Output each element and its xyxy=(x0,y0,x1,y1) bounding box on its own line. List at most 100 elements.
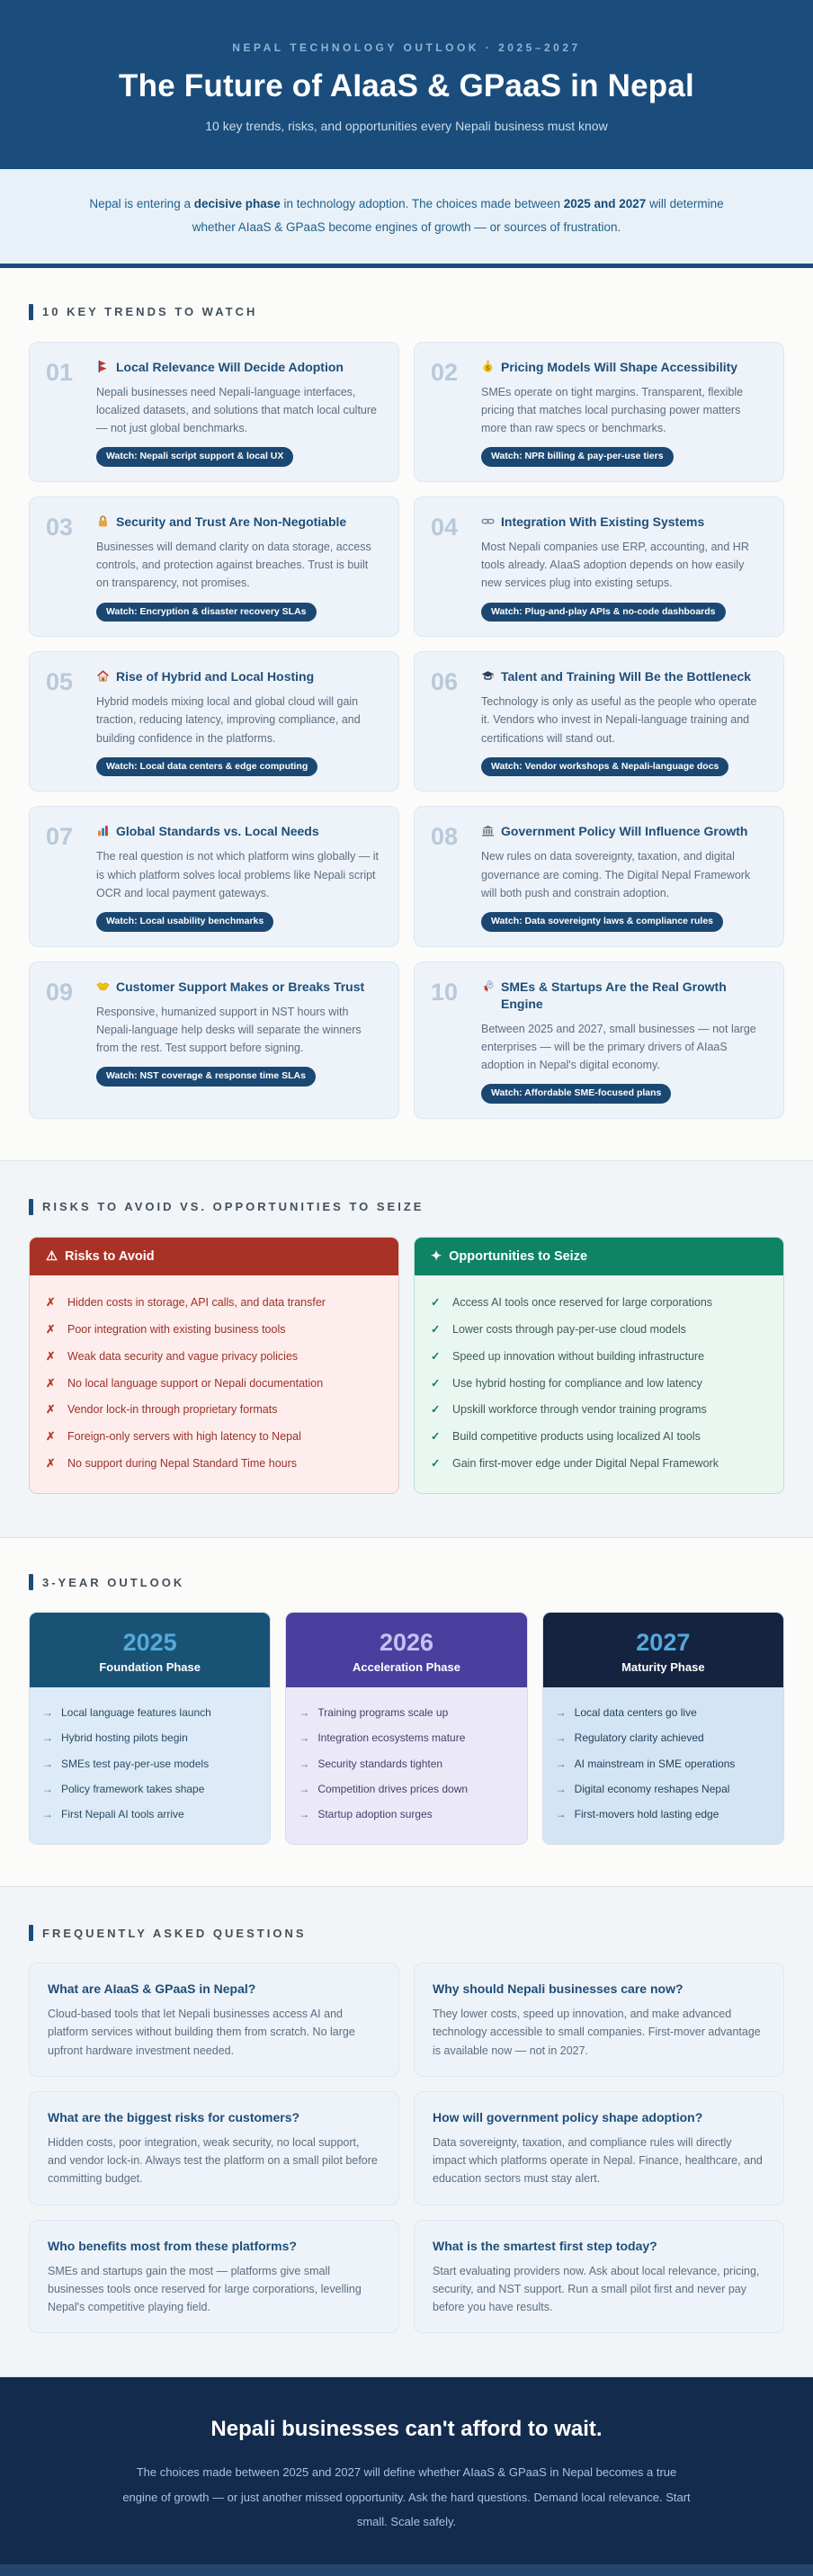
phase-items: → Local language features launch → Hybrid … xyxy=(30,1687,271,1845)
outlook-item: → Hybrid hosting pilots begin xyxy=(42,1726,257,1751)
risks-opportunities-section: RISKS TO AVOID VS. OPPORTUNITIES TO SEIZ… xyxy=(0,1159,813,1539)
outlook-item: → First-movers hold lasting edge xyxy=(556,1802,771,1828)
section-accent-bar xyxy=(29,1198,33,1215)
opportunity-text: Lower costs through pay-per-use cloud mo… xyxy=(452,1323,686,1337)
cross-icon: ✗ xyxy=(46,1403,56,1417)
trend-watch-badge: Watch: Encryption & disaster recovery SL… xyxy=(96,602,317,622)
trend-number: 10 xyxy=(431,978,459,1006)
trend-description: Between 2025 and 2027, small businesses … xyxy=(481,1022,756,1072)
svg-text:$: $ xyxy=(487,365,490,371)
outlook-section-header: 3-YEAR OUTLOOK xyxy=(29,1574,784,1591)
arrow-icon: → xyxy=(42,1731,53,1745)
outlook-item: → Integration ecosystems mature xyxy=(299,1726,514,1751)
phase-header: 2026 Acceleration Phase xyxy=(286,1613,527,1688)
intro-paragraph: Nepal is entering a decisive phase in te… xyxy=(81,192,732,240)
intro-text: will determine whether AIaaS & GPaaS bec… xyxy=(192,197,724,235)
cross-icon: ✗ xyxy=(46,1296,56,1310)
outlook-item: → SMEs test pay-per-use models xyxy=(42,1751,257,1776)
trend-card: 08 Government Policy Will Influence Grow… xyxy=(414,806,784,947)
outlook-text: Integration ecosystems mature xyxy=(317,1731,466,1745)
arrow-icon: → xyxy=(555,1808,567,1821)
eyebrow-text: NEPAL TECHNOLOGY OUTLOOK · 2025–2027 xyxy=(232,41,581,54)
lock-icon xyxy=(96,514,110,528)
opportunity-text: Access AI tools once reserved for large … xyxy=(452,1296,713,1310)
footer-bottom-strip xyxy=(0,2564,813,2576)
rocket-icon xyxy=(481,979,495,993)
trend-title: Global Standards vs. Local Needs xyxy=(116,824,319,839)
page-subtitle: 10 key trends, risks, and opportunities … xyxy=(205,119,608,133)
phase-items: → Local data centers go live → Regulatory … xyxy=(542,1687,783,1845)
risk-item: ✗ No support during Nepal Standard Time h… xyxy=(46,1450,382,1477)
money-bag-icon: $ xyxy=(481,359,495,373)
trend-title: Pricing Models Will Shape Accessibility xyxy=(501,359,738,374)
faq-question: What are AIaaS & GPaaS in Nepal? xyxy=(48,1981,256,1997)
trend-description: Technology is only as useful as the peop… xyxy=(481,695,757,745)
risk-item: ✗ Weak data security and vague privacy po… xyxy=(46,1343,382,1370)
outlook-text: First Nepali AI tools arrive xyxy=(61,1808,184,1821)
outlook-item: → Local data centers go live xyxy=(556,1700,771,1725)
faq-question: Who benefits most from these platforms? xyxy=(48,2238,297,2253)
outlook-item: → Regulatory clarity achieved xyxy=(556,1726,771,1751)
arrow-icon: → xyxy=(299,1731,310,1745)
section-title: RISKS TO AVOID VS. OPPORTUNITIES TO SEIZ… xyxy=(42,1200,424,1214)
trend-title: Integration With Existing Systems xyxy=(501,514,705,529)
faq-question: Why should Nepali businesses care now? xyxy=(433,1981,683,1997)
trend-title: Government Policy Will Influence Growth xyxy=(501,824,748,839)
trend-number: 06 xyxy=(431,668,459,696)
arrow-icon: → xyxy=(555,1782,567,1795)
trend-number: 01 xyxy=(46,358,74,386)
trend-description: New rules on data sovereignty, taxation,… xyxy=(481,850,751,899)
trends-grid: 01 Local Relevance Will Decide Adoption … xyxy=(29,341,784,1119)
trend-description: Hybrid models mixing local and global cl… xyxy=(96,695,361,745)
phase-label: Foundation Phase xyxy=(99,1660,201,1675)
arrow-icon: → xyxy=(555,1757,567,1770)
trend-watch-badge: Watch: NST coverage & response time SLAs xyxy=(96,1067,316,1087)
faq-card: Who benefits most from these platforms? … xyxy=(29,2219,399,2334)
outlook-section: 3-YEAR OUTLOOK 2025 Foundation Phase → Lo… xyxy=(29,1538,784,1886)
risk-item: ✗ Poor integration with existing business… xyxy=(46,1317,382,1344)
faq-question: What is the smartest first step today? xyxy=(433,2238,657,2253)
trend-card: 07 Global Standards vs. Local Needs The … xyxy=(29,806,399,947)
trend-watch-badge: Watch: Local data centers & edge computi… xyxy=(96,756,318,777)
opportunities-panel-header: ✦ Opportunities to Seize xyxy=(415,1237,783,1275)
arrow-icon: → xyxy=(299,1808,310,1821)
risk-text: No support during Nepal Standard Time ho… xyxy=(67,1456,298,1470)
trend-card: 03 Security and Trust Are Non-Negotiable… xyxy=(29,496,399,638)
arrow-icon: → xyxy=(299,1757,310,1770)
trend-watch-badge: Watch: Local usability benchmarks xyxy=(96,912,274,932)
outlook-text: Regulatory clarity achieved xyxy=(574,1731,704,1745)
outlook-text: Security standards tighten xyxy=(317,1757,443,1770)
outlook-text: SMEs test pay-per-use models xyxy=(61,1757,210,1770)
section-title: 10 KEY TRENDS TO WATCH xyxy=(42,305,258,319)
risk-item: ✗ Foreign-only servers with high latency … xyxy=(46,1424,382,1451)
nepal-flag-icon xyxy=(96,359,110,373)
faq-question: What are the biggest risks for customers… xyxy=(48,2109,300,2124)
arrow-icon: → xyxy=(42,1757,53,1770)
phase-card-2026: 2026 Acceleration Phase → Training progra… xyxy=(285,1612,528,1846)
trend-number: 03 xyxy=(46,513,74,541)
opportunities-panel-title: Opportunities to Seize xyxy=(449,1248,588,1264)
section-title: FREQUENTLY ASKED QUESTIONS xyxy=(42,1926,307,1940)
opportunity-item: ✓ Access AI tools once reserved for large… xyxy=(431,1290,767,1317)
phase-card-2025: 2025 Foundation Phase → Local language fe… xyxy=(29,1612,272,1846)
link-icon xyxy=(481,514,495,528)
outlook-text: Startup adoption surges xyxy=(317,1808,433,1821)
trend-watch-badge: Watch: NPR billing & pay-per-use tiers xyxy=(481,447,674,467)
trend-card: 10 SMEs & Startups Are the Real Growth E… xyxy=(414,961,784,1119)
outlook-item: → Security standards tighten xyxy=(299,1751,514,1776)
trend-title: Security and Trust Are Non-Negotiable xyxy=(116,514,347,529)
outlook-item: → Local language features launch xyxy=(42,1700,257,1725)
faq-section-header: FREQUENTLY ASKED QUESTIONS xyxy=(29,1925,784,1942)
trend-title: Rise of Hybrid and Local Hosting xyxy=(116,669,315,684)
outlook-text: Training programs scale up xyxy=(317,1705,449,1719)
faq-answer: Start evaluating providers now. Ask abou… xyxy=(433,2264,760,2314)
arrow-icon: → xyxy=(555,1731,567,1745)
trend-card: 04 Integration With Existing Systems Mos… xyxy=(414,496,784,638)
outlook-item: → Training programs scale up xyxy=(299,1700,514,1725)
trend-watch-badge: Watch: Nepali script support & local UX xyxy=(96,447,294,467)
trend-description: Businesses will demand clarity on data s… xyxy=(96,540,371,590)
trend-number: 08 xyxy=(431,823,459,851)
risk-item: ✗ Vendor lock-in through proprietary form… xyxy=(46,1397,382,1424)
faq-card: Why should Nepali businesses care now? T… xyxy=(414,1963,784,2077)
outlook-text: Hybrid hosting pilots begin xyxy=(61,1731,188,1745)
